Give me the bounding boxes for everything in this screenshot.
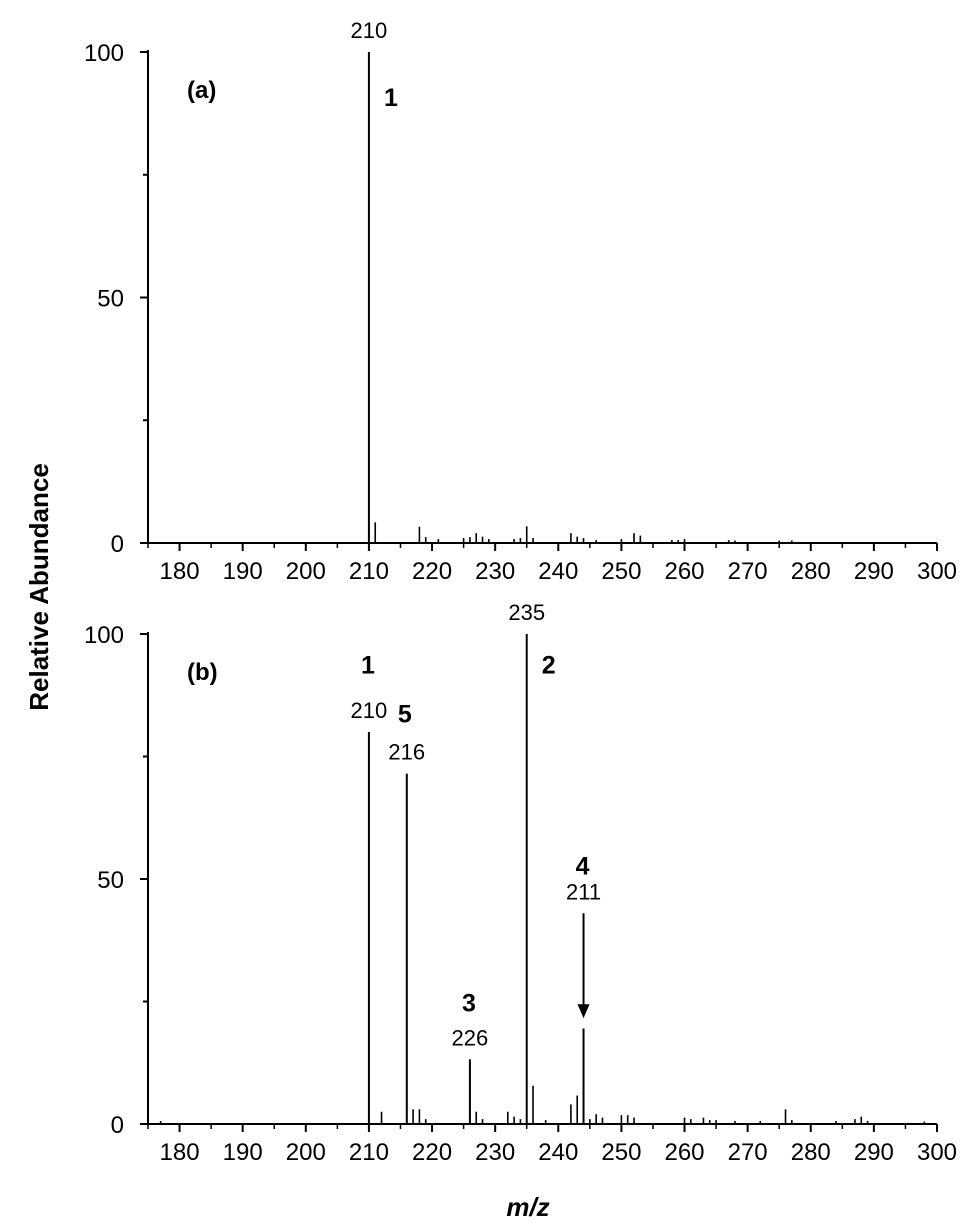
x-tick-label-a-200: 200 <box>286 558 326 585</box>
compound-label-b-1: 1 <box>361 651 375 679</box>
panel-label-b: (b) <box>187 659 218 686</box>
x-tick-label-b-220: 220 <box>412 1139 452 1166</box>
x-tick-label-b-190: 190 <box>223 1139 263 1166</box>
y-tick-label-b-50: 50 <box>97 867 124 894</box>
compound-label-b-2: 2 <box>542 651 556 679</box>
x-tick-label-a-230: 230 <box>475 558 515 585</box>
compound-label-a-1: 1 <box>384 84 398 112</box>
y-tick-label-b-0: 0 <box>111 1112 124 1139</box>
x-tick-label-a-280: 280 <box>791 558 831 585</box>
peak-label-b-216: 216 <box>388 740 425 765</box>
peak-label-b-235: 235 <box>508 600 545 625</box>
x-tick-label-b-270: 270 <box>728 1139 768 1166</box>
y-axis-title: Relative Abundance <box>24 463 54 711</box>
panel-a-spectrum: 0 50 100 180 190 200 210 220 230 240 250 260 270 280 2… <box>84 18 957 585</box>
panel-b-spectrum: 0 50 100 180 190 200 210 220 230 240 250 260 270 280 2… <box>84 600 957 1166</box>
peak-label-b-210: 210 <box>351 698 388 723</box>
y-tick-label-a-100: 100 <box>84 40 124 67</box>
x-tick-label-a-270: 270 <box>728 558 768 585</box>
x-tick-label-a-220: 220 <box>412 558 452 585</box>
x-tick-label-a-210: 210 <box>349 558 389 585</box>
y-tick-label-a-0: 0 <box>111 531 124 558</box>
peak-label-b-244: 211 <box>566 879 601 904</box>
y-tick-label-b-100: 100 <box>84 622 124 649</box>
panel-label-a: (a) <box>187 77 216 104</box>
x-tick-label-b-250: 250 <box>601 1139 641 1166</box>
x-axis-title: m/z <box>506 1192 549 1222</box>
x-tick-label-a-290: 290 <box>854 558 894 585</box>
x-tick-label-b-200: 200 <box>286 1139 326 1166</box>
x-tick-label-a-190: 190 <box>223 558 263 585</box>
y-tick-label-a-50: 50 <box>97 286 124 313</box>
x-tick-label-b-290: 290 <box>854 1139 894 1166</box>
peak-label-a-210: 210 <box>351 18 388 43</box>
x-tick-label-b-260: 260 <box>664 1139 704 1166</box>
x-tick-label-b-300: 300 <box>917 1139 957 1166</box>
arrow-head-b <box>577 1004 590 1019</box>
compound-label-b-4: 4 <box>576 852 590 880</box>
x-tick-label-a-250: 250 <box>601 558 641 585</box>
x-tick-label-a-260: 260 <box>664 558 704 585</box>
x-tick-label-b-280: 280 <box>791 1139 831 1166</box>
compound-label-b-5: 5 <box>398 700 412 728</box>
x-tick-label-a-300: 300 <box>917 558 957 585</box>
peak-label-b-226: 226 <box>452 1025 489 1050</box>
compound-label-b-3: 3 <box>462 990 476 1018</box>
x-tick-label-b-180: 180 <box>160 1139 200 1166</box>
x-tick-label-a-240: 240 <box>538 558 578 585</box>
x-tick-label-b-240: 240 <box>538 1139 578 1166</box>
x-tick-label-a-180: 180 <box>160 558 200 585</box>
x-tick-label-b-230: 230 <box>475 1139 515 1166</box>
x-tick-label-b-210: 210 <box>349 1139 389 1166</box>
